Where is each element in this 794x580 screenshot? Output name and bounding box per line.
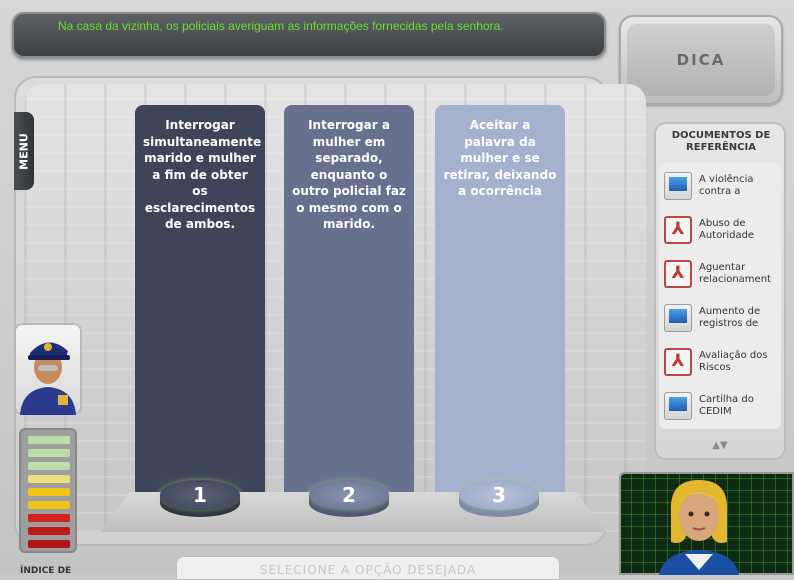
reference-documents-title: DOCUMENTOS DE REFERÊNCIA (671, 130, 771, 153)
meter-bar (28, 436, 70, 444)
option-button-2[interactable]: 2 (309, 480, 389, 526)
document-item[interactable]: Abuso de Autoridade (659, 211, 781, 253)
option-button-3-number[interactable]: 3 (492, 483, 506, 507)
document-label[interactable]: Aguentar relacionament (699, 262, 771, 285)
document-label[interactable]: Cartilha do CEDIM (699, 394, 754, 417)
menu-tab[interactable] (14, 112, 34, 190)
option-button-2-number[interactable]: 2 (342, 483, 356, 507)
option-button-1-number[interactable]: 1 (193, 483, 207, 507)
meter-bar (28, 488, 70, 496)
hint-button-face[interactable] (627, 24, 775, 96)
option-button-3[interactable]: 3 (459, 480, 539, 526)
assistant-panel (619, 472, 794, 575)
meter-bar (28, 449, 70, 457)
option-card-3[interactable]: Aceitar a palavra da mulher e se retirar… (435, 105, 565, 505)
document-label[interactable]: A violência contra a (699, 174, 754, 197)
pdf-icon[interactable] (664, 260, 692, 288)
police-officer-icon (20, 342, 76, 415)
scroll-arrows-icon[interactable]: ▲▼ (712, 440, 728, 451)
option-text-3[interactable]: Aceitar a palavra da mulher e se retirar… (443, 118, 557, 198)
monitor-icon[interactable] (664, 304, 692, 332)
document-label[interactable]: Aumento de registros de (699, 306, 761, 329)
menu-tab-label[interactable]: MENU (17, 133, 31, 170)
narration-banner (12, 12, 606, 58)
meter-bar (28, 462, 70, 470)
document-item[interactable]: A violência contra a (659, 167, 781, 209)
prompt-text: SELECIONE A OPÇÃO DESEJADA (259, 563, 477, 577)
meter-label: ÍNDICE DE (20, 566, 72, 576)
option-button-1[interactable]: 1 (160, 480, 240, 526)
female-assistant-icon (659, 480, 739, 575)
meter-bar (28, 540, 70, 548)
meter-bar (28, 514, 70, 522)
document-label[interactable]: Abuso de Autoridade (699, 218, 755, 241)
meter-bar (28, 501, 70, 509)
police-officer-avatar (14, 323, 82, 415)
document-label[interactable]: Avaliação dos Riscos (699, 350, 768, 373)
meter-bar (28, 527, 70, 535)
document-item[interactable]: Aumento de registros de (659, 299, 781, 341)
option-text-2[interactable]: Interrogar a mulher em separado, enquant… (292, 118, 406, 231)
option-button-1-top[interactable] (160, 480, 240, 510)
option-card-2[interactable]: Interrogar a mulher em separado, enquant… (284, 105, 414, 505)
pdf-icon[interactable] (664, 216, 692, 244)
monitor-icon[interactable] (664, 392, 692, 420)
option-button-3-top[interactable] (459, 480, 539, 510)
document-item[interactable]: Aguentar relacionament (659, 255, 781, 297)
pdf-icon[interactable] (664, 348, 692, 376)
document-item[interactable]: Cartilha do CEDIM (659, 387, 781, 429)
document-item[interactable]: Avaliação dos Riscos (659, 343, 781, 385)
meter-bar (28, 475, 70, 483)
option-button-2-top[interactable] (309, 480, 389, 510)
monitor-icon[interactable] (664, 172, 692, 200)
option-text-1[interactable]: Interrogar simultaneamente marido e mulh… (143, 118, 262, 231)
reference-documents-list[interactable]: A violência contra a Abuso de Autoridade… (659, 163, 781, 429)
narration-text: Na casa da vizinha, os policiais averigu… (58, 19, 504, 33)
option-card-1[interactable]: Interrogar simultaneamente marido e mulh… (135, 105, 265, 505)
hint-button-label[interactable]: DICA (676, 51, 726, 69)
